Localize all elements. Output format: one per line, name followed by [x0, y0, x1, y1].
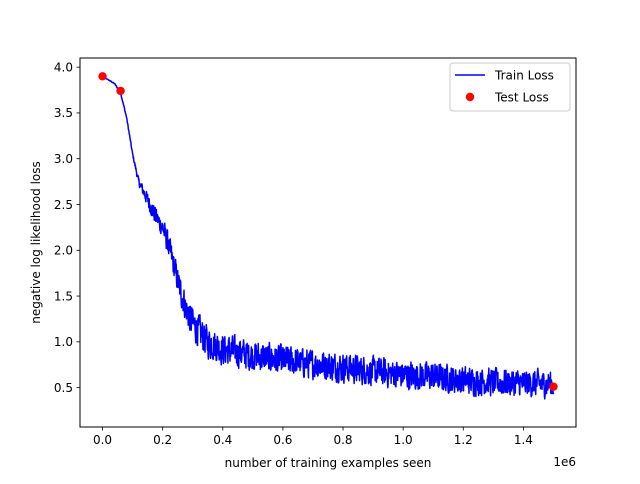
- test-loss-point: [116, 86, 125, 96]
- x-tick-label: 1.2: [454, 433, 473, 447]
- y-axis: 0.5 1.0 1.5 2.0 2.5 3.0 3.5 4.0: [54, 60, 80, 395]
- legend-train-loss-label: Train Loss: [494, 69, 554, 83]
- legend: Train Loss Test Loss: [449, 62, 571, 112]
- x-tick-label: 1.0: [394, 433, 413, 447]
- y-tick-label: 1.0: [54, 335, 73, 349]
- axes-frame: [79, 57, 577, 428]
- plot-area: [98, 72, 558, 400]
- x-tick-label: 0.2: [153, 433, 172, 447]
- y-tick-label: 0.5: [54, 381, 73, 395]
- x-tick-label: 0.4: [213, 433, 232, 447]
- x-axis-label: number of training examples seen: [225, 456, 432, 470]
- y-tick-label: 3.5: [54, 106, 73, 120]
- y-tick-label: 4.0: [54, 60, 73, 74]
- x-tick-label: 0.8: [333, 433, 352, 447]
- x-tick-label: 0.0: [93, 433, 112, 447]
- legend-test-loss-label: Test Loss: [494, 91, 549, 105]
- y-tick-label: 3.0: [54, 152, 73, 166]
- train-loss-line: [102, 75, 555, 400]
- test-loss-point: [549, 382, 558, 391]
- legend-test-loss-swatch: [465, 92, 475, 102]
- y-tick-label: 2.0: [54, 244, 73, 258]
- y-tick-label: 1.5: [54, 289, 73, 303]
- x-axis: 0.0 0.2 0.4 0.6 0.8 1.0 1.2 1.4: [93, 427, 533, 447]
- x-tick-label: 1.4: [514, 433, 533, 447]
- x-tick-label: 0.6: [273, 433, 292, 447]
- test-loss-point: [98, 72, 107, 81]
- x-axis-offset-label: 1e6: [553, 455, 576, 469]
- y-axis-label: negative log likelihood loss: [29, 161, 43, 324]
- y-tick-label: 2.5: [54, 198, 73, 212]
